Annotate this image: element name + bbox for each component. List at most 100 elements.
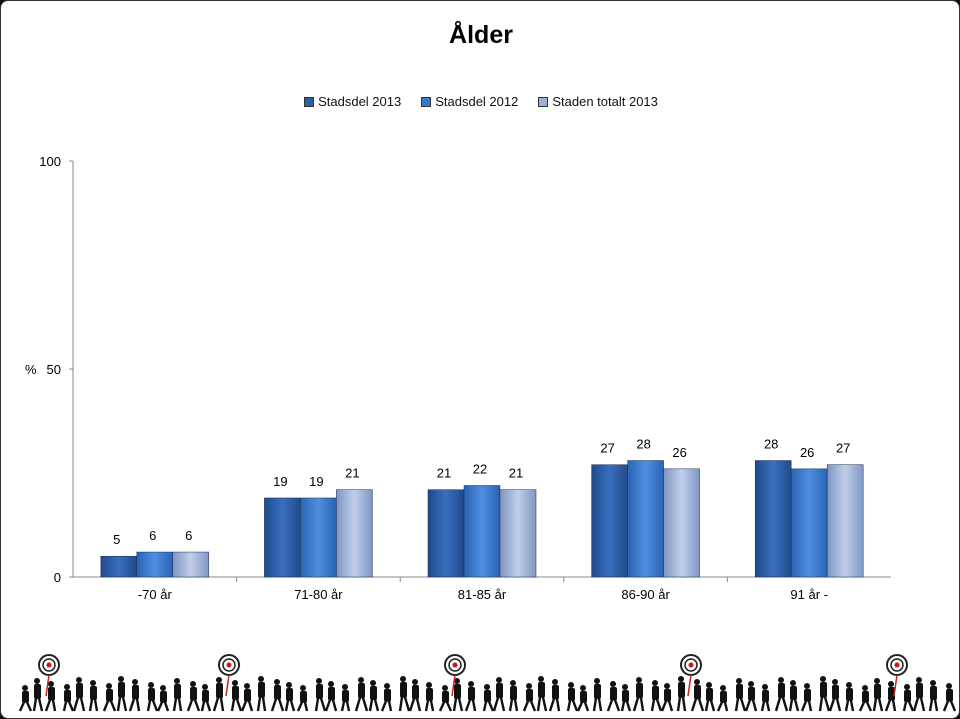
y-tick-label: 50 [47, 362, 61, 377]
legend-label-2: Stadsdel 2012 [435, 94, 519, 109]
target-icon [886, 654, 908, 697]
person-silhouette [72, 677, 86, 712]
person-silhouette [438, 685, 453, 712]
y-axis-label: % [25, 362, 37, 377]
category-label: 71-80 år [294, 587, 343, 602]
person-silhouette [632, 677, 645, 712]
person-silhouette [828, 679, 842, 712]
footer-decoration [18, 654, 957, 712]
person-silhouette [690, 679, 705, 712]
person-silhouette [296, 685, 309, 712]
target-icon [38, 654, 60, 697]
legend-label-3: Staden totalt 2013 [552, 94, 658, 109]
data-label: 26 [672, 445, 686, 460]
data-label: 27 [600, 441, 614, 456]
target-icons [38, 654, 908, 697]
person-silhouette [32, 678, 44, 712]
person-silhouette [872, 678, 884, 712]
legend-item-series-2: Stadsdel 2012 [421, 94, 518, 109]
person-silhouette [942, 683, 957, 712]
person-silhouette [116, 676, 128, 712]
chart-marks: 5 6 6 19 19 21 21 22 21 27 28 26 28 26 27 [100, 437, 864, 578]
bar-chart: % 0 50 100 -70 år 71-80 år 81-85 år 86-90 år 91… [25, 154, 891, 602]
person-silhouette [734, 678, 747, 712]
person-silhouette [270, 679, 285, 712]
bar [663, 468, 700, 578]
person-silhouette [340, 684, 351, 712]
person-silhouette [398, 676, 411, 712]
person-silhouette [44, 681, 57, 712]
person-silhouette [774, 677, 789, 712]
person-silhouette [172, 678, 183, 712]
person-silhouette [230, 680, 243, 712]
bar [427, 489, 465, 578]
person-silhouette [576, 685, 590, 712]
target-icon [444, 654, 466, 697]
chart-title: Ålder [449, 21, 513, 49]
legend-item-series-1: Stadsdel 2013 [304, 94, 401, 109]
person-silhouette [464, 681, 477, 712]
legend: Stadsdel 2013 Stadsdel 2012 Staden total… [1, 94, 959, 109]
category-label: 81-85 år [458, 587, 507, 602]
person-silhouette [884, 681, 897, 712]
y-tick-label: 0 [54, 570, 61, 585]
data-label: 26 [800, 445, 814, 460]
legend-label-1: Stadsdel 2013 [318, 94, 402, 109]
person-silhouette [200, 684, 212, 712]
bar [790, 468, 828, 578]
person-silhouette [844, 682, 855, 712]
person-silhouette [452, 678, 464, 712]
bar [627, 460, 664, 578]
person-silhouette [424, 682, 435, 712]
data-label: 6 [185, 528, 192, 543]
bar [136, 551, 174, 578]
data-label: 27 [836, 441, 850, 456]
person-silhouette [536, 676, 548, 712]
person-silhouette [620, 684, 632, 712]
person-silhouette [324, 681, 338, 712]
person-silhouette [314, 678, 327, 712]
person-silhouette [858, 685, 873, 712]
person-silhouette [704, 682, 716, 712]
person-silhouette [18, 685, 33, 712]
person-silhouette [606, 681, 621, 712]
person-silhouette [102, 683, 117, 712]
person-silhouette [744, 681, 758, 712]
bar [300, 497, 337, 578]
person-silhouette [212, 677, 225, 712]
person-silhouette [592, 678, 603, 712]
person-silhouette [660, 683, 674, 712]
person-silhouette [676, 676, 687, 712]
person-silhouette [256, 676, 267, 712]
data-label: 22 [473, 461, 487, 476]
data-label: 6 [149, 528, 156, 543]
walking-people-silhouettes-icon [18, 676, 957, 712]
legend-swatch-2 [421, 96, 432, 107]
data-label: 21 [509, 466, 523, 481]
bar [463, 485, 501, 578]
y-tick-label: 100 [39, 154, 61, 169]
data-label: 28 [636, 437, 650, 452]
person-silhouette [928, 680, 939, 712]
bar [172, 551, 210, 578]
legend-swatch-3 [538, 96, 549, 107]
data-label: 19 [309, 474, 323, 489]
data-label: 21 [437, 466, 451, 481]
person-silhouette [522, 683, 537, 712]
bar [826, 464, 864, 578]
person-silhouette [650, 680, 663, 712]
target-icon [680, 654, 702, 697]
person-silhouette [62, 684, 75, 712]
person-silhouette [354, 677, 369, 712]
person-silhouette [508, 680, 519, 712]
person-silhouette [284, 682, 296, 712]
person-silhouette [88, 680, 99, 712]
person-silhouette [128, 679, 141, 712]
bar [264, 497, 301, 578]
category-label: -70 år [138, 587, 173, 602]
bar [591, 464, 628, 578]
person-silhouette [482, 684, 495, 712]
person-silhouette [800, 683, 813, 712]
person-silhouette [146, 682, 159, 712]
category-label: 91 år - [790, 587, 828, 602]
